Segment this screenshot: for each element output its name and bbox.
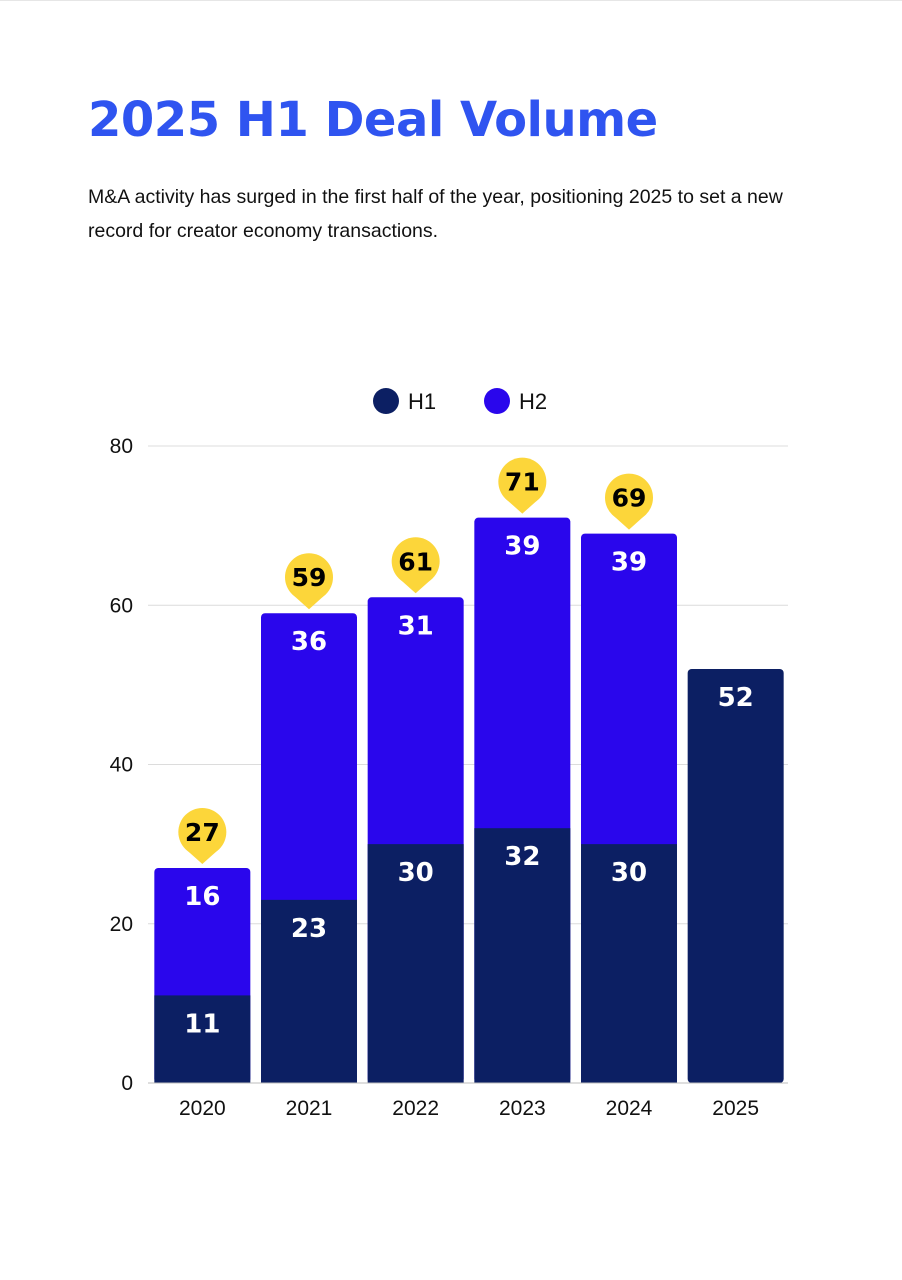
- data-label-h1: 32: [504, 842, 540, 872]
- y-tick-label: 60: [110, 594, 133, 617]
- y-tick-label: 80: [110, 435, 133, 458]
- total-label: 27: [185, 818, 220, 847]
- data-label-h2: 36: [291, 627, 327, 657]
- total-pin: [498, 457, 547, 506]
- data-label-h1: 30: [398, 858, 434, 888]
- data-label-h1: 23: [291, 914, 327, 944]
- bar-h1: [154, 995, 251, 1083]
- x-tick-label: 2025: [712, 1097, 759, 1120]
- total-pin: [285, 553, 333, 602]
- data-label-h2: 39: [504, 532, 540, 562]
- data-label-h1: 52: [718, 683, 754, 713]
- total-label: 71: [505, 468, 540, 497]
- total-pin: [605, 473, 653, 522]
- data-label-h1: 11: [184, 1009, 220, 1039]
- subtitle: M&A activity has surged in the first hal…: [88, 186, 783, 242]
- x-tick-label: 2023: [499, 1097, 546, 1120]
- legend-marker: [484, 388, 510, 414]
- bar-h1: [687, 668, 784, 1083]
- total-pin: [391, 537, 440, 586]
- total-label: 61: [398, 547, 433, 576]
- legend-label: H1: [408, 389, 436, 414]
- x-tick-label: 2021: [286, 1097, 333, 1120]
- y-tick-label: 40: [110, 754, 133, 777]
- legend-marker: [373, 388, 399, 414]
- bar-h1: [474, 828, 571, 1083]
- y-tick-label: 20: [110, 913, 133, 936]
- total-pin: [178, 808, 227, 857]
- data-label-h1: 30: [611, 858, 647, 888]
- data-label-h2: 39: [611, 548, 647, 578]
- x-tick-label: 2024: [606, 1097, 653, 1120]
- bar-h1: [367, 844, 464, 1083]
- bar-h1: [261, 899, 357, 1083]
- data-label-h2: 16: [184, 882, 220, 912]
- page-title: 2025 H1 Deal Volume: [88, 92, 658, 148]
- legend-label: H2: [519, 389, 547, 414]
- x-tick-label: 2020: [179, 1097, 226, 1120]
- total-label: 59: [292, 563, 327, 592]
- x-tick-label: 2022: [392, 1097, 439, 1120]
- bar-h1: [581, 844, 677, 1083]
- total-label: 69: [612, 484, 647, 513]
- y-tick-label: 0: [121, 1072, 133, 1095]
- data-label-h2: 31: [398, 611, 434, 641]
- top-border: [0, 0, 902, 1]
